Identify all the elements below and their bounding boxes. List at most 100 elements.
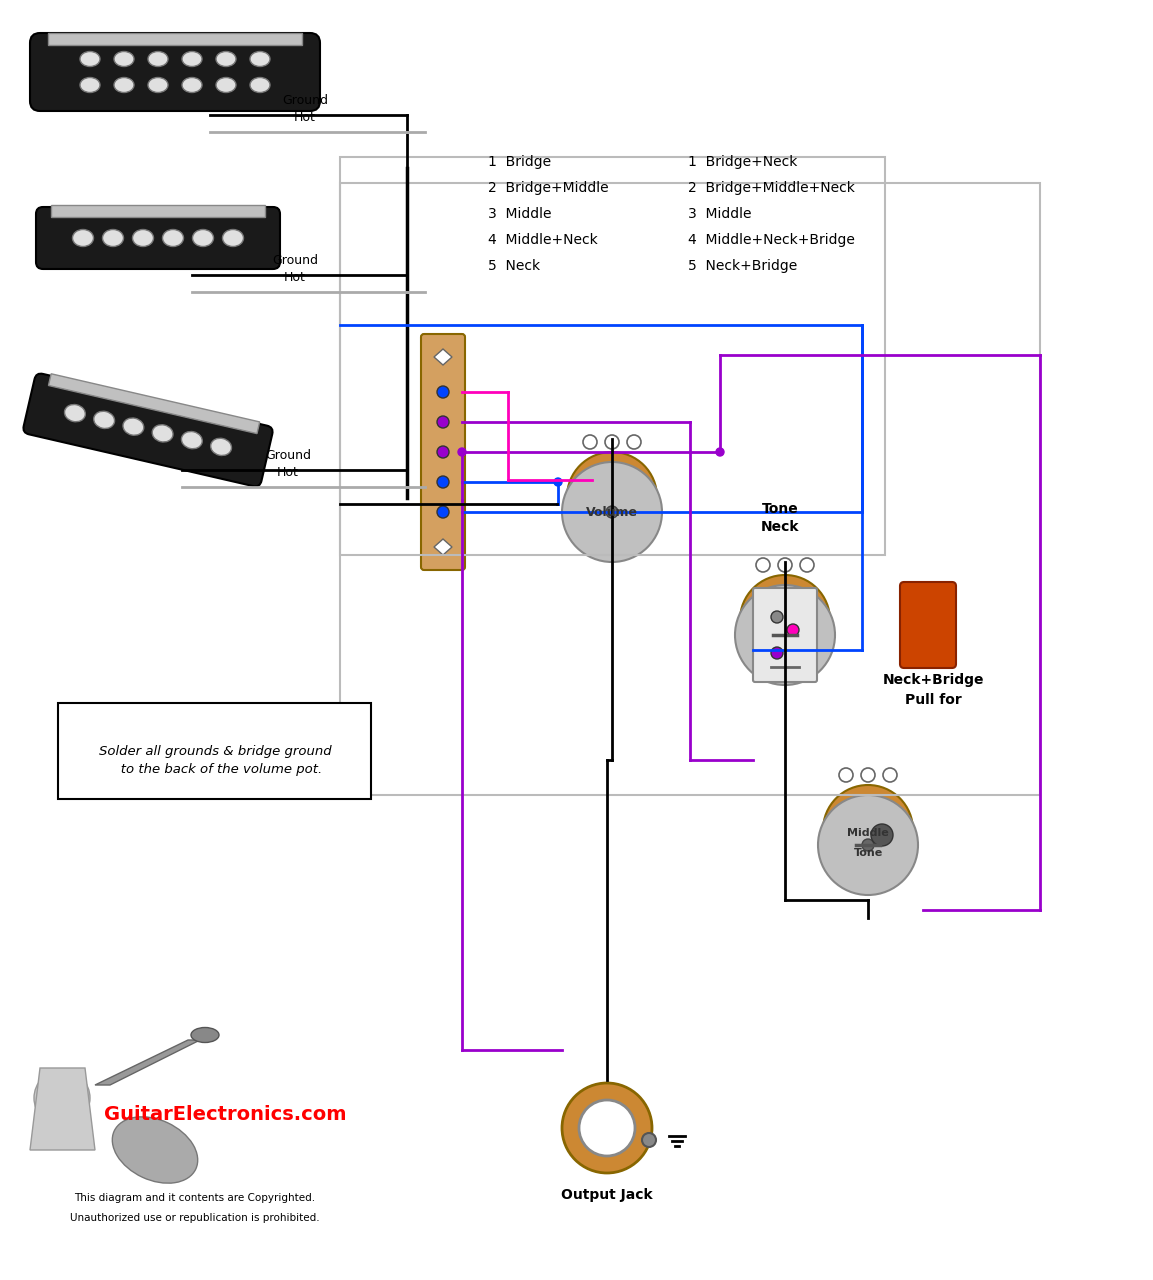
Text: 2  Bridge+Middle+Neck: 2 Bridge+Middle+Neck xyxy=(688,180,854,195)
Circle shape xyxy=(756,558,770,572)
Circle shape xyxy=(458,448,466,456)
Text: Hot: Hot xyxy=(284,271,306,284)
FancyBboxPatch shape xyxy=(36,207,280,269)
Ellipse shape xyxy=(211,438,232,456)
Circle shape xyxy=(862,838,874,851)
Circle shape xyxy=(740,575,830,666)
Ellipse shape xyxy=(216,51,236,67)
Circle shape xyxy=(437,387,449,398)
Circle shape xyxy=(606,506,618,518)
Polygon shape xyxy=(434,539,452,556)
Ellipse shape xyxy=(114,78,134,92)
Text: 4  Middle+Neck: 4 Middle+Neck xyxy=(488,233,597,247)
Ellipse shape xyxy=(181,431,202,449)
Circle shape xyxy=(583,435,597,449)
Circle shape xyxy=(562,462,662,562)
Ellipse shape xyxy=(80,51,100,67)
Circle shape xyxy=(437,506,449,518)
Ellipse shape xyxy=(123,419,144,435)
Ellipse shape xyxy=(65,404,85,421)
Text: Hot: Hot xyxy=(277,466,299,479)
Circle shape xyxy=(734,585,835,685)
Text: Ground: Ground xyxy=(282,93,327,108)
Ellipse shape xyxy=(148,78,168,92)
Text: 3  Middle: 3 Middle xyxy=(488,207,551,221)
Ellipse shape xyxy=(93,411,114,429)
Ellipse shape xyxy=(250,78,270,92)
Circle shape xyxy=(579,1100,635,1156)
FancyBboxPatch shape xyxy=(753,588,817,682)
Ellipse shape xyxy=(133,229,153,247)
Ellipse shape xyxy=(191,1028,219,1042)
Circle shape xyxy=(778,558,792,572)
Text: Tone: Tone xyxy=(853,847,883,858)
Ellipse shape xyxy=(250,51,270,67)
Ellipse shape xyxy=(112,1117,197,1183)
Ellipse shape xyxy=(163,229,183,247)
Circle shape xyxy=(883,768,897,782)
Text: Solder all grounds & bridge ground: Solder all grounds & bridge ground xyxy=(99,745,331,759)
Ellipse shape xyxy=(193,229,213,247)
Text: Neck+Bridge: Neck+Bridge xyxy=(882,673,984,687)
Polygon shape xyxy=(30,1068,95,1149)
Circle shape xyxy=(817,795,918,895)
Ellipse shape xyxy=(73,229,93,247)
Ellipse shape xyxy=(182,51,202,67)
FancyBboxPatch shape xyxy=(421,334,465,570)
Circle shape xyxy=(33,1070,90,1126)
FancyBboxPatch shape xyxy=(30,33,321,111)
Circle shape xyxy=(642,1133,656,1147)
Circle shape xyxy=(567,452,657,541)
Text: Volume: Volume xyxy=(586,506,638,518)
Text: Output Jack: Output Jack xyxy=(562,1188,653,1202)
Text: 1  Bridge: 1 Bridge xyxy=(488,155,551,169)
Circle shape xyxy=(437,445,449,458)
Ellipse shape xyxy=(103,229,123,247)
Bar xyxy=(15,1030,390,1268)
Text: Hot: Hot xyxy=(294,111,316,124)
Text: Pull for: Pull for xyxy=(905,692,962,707)
Ellipse shape xyxy=(223,229,243,247)
FancyBboxPatch shape xyxy=(23,374,272,486)
Circle shape xyxy=(861,768,875,782)
Circle shape xyxy=(771,611,783,623)
Circle shape xyxy=(800,558,814,572)
FancyBboxPatch shape xyxy=(900,582,956,668)
Circle shape xyxy=(553,477,562,486)
Text: 4  Middle+Neck+Bridge: 4 Middle+Neck+Bridge xyxy=(688,233,854,247)
Bar xyxy=(48,374,259,434)
Circle shape xyxy=(779,628,791,641)
Ellipse shape xyxy=(182,78,202,92)
Text: Unauthorized use or republication is prohibited.: Unauthorized use or republication is pro… xyxy=(70,1213,319,1222)
Circle shape xyxy=(823,785,913,876)
Bar xyxy=(48,33,302,45)
Text: GuitarElectronics.com: GuitarElectronics.com xyxy=(104,1106,346,1125)
Circle shape xyxy=(871,824,894,846)
Text: Middle: Middle xyxy=(847,828,889,838)
FancyBboxPatch shape xyxy=(58,703,371,799)
Text: 3  Middle: 3 Middle xyxy=(688,207,752,221)
Bar xyxy=(51,205,265,218)
Ellipse shape xyxy=(80,78,100,92)
Circle shape xyxy=(605,435,619,449)
Ellipse shape xyxy=(114,51,134,67)
Text: to the back of the volume pot.: to the back of the volume pot. xyxy=(108,763,322,777)
Ellipse shape xyxy=(216,78,236,92)
Text: 1  Bridge+Neck: 1 Bridge+Neck xyxy=(688,155,798,169)
Circle shape xyxy=(627,435,641,449)
Circle shape xyxy=(839,768,853,782)
Text: Ground: Ground xyxy=(265,449,311,462)
Circle shape xyxy=(562,1083,651,1172)
Circle shape xyxy=(771,646,783,659)
Text: Tone: Tone xyxy=(762,502,798,516)
Text: 5  Neck: 5 Neck xyxy=(488,259,540,273)
Text: 2  Bridge+Middle: 2 Bridge+Middle xyxy=(488,180,609,195)
Circle shape xyxy=(437,476,449,488)
Text: 5  Neck+Bridge: 5 Neck+Bridge xyxy=(688,259,797,273)
Text: Ground: Ground xyxy=(272,253,318,268)
Circle shape xyxy=(437,416,449,428)
Text: Neck: Neck xyxy=(761,520,799,534)
Ellipse shape xyxy=(152,425,173,442)
Circle shape xyxy=(787,623,799,636)
Ellipse shape xyxy=(148,51,168,67)
